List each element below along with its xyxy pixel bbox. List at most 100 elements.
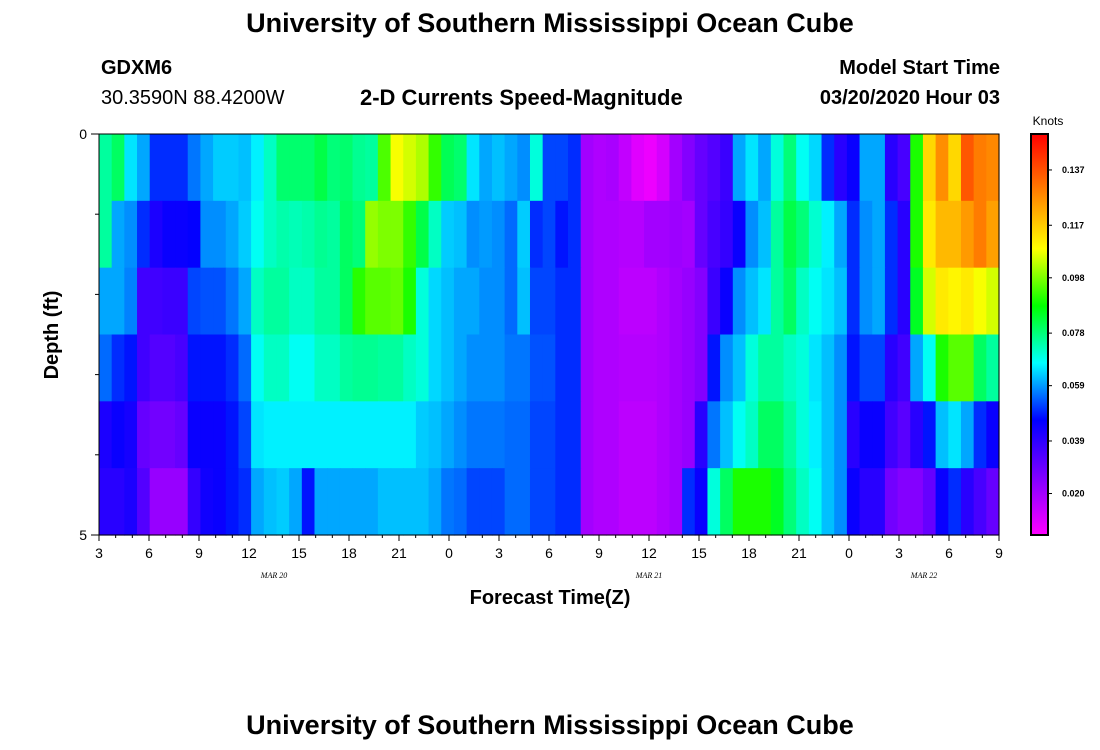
heatmap-cell [124, 267, 138, 336]
heatmap-cell [415, 334, 430, 402]
heatmap-cell [466, 401, 480, 469]
heatmap-cell [872, 334, 886, 402]
heatmap-cell [770, 267, 785, 336]
heatmap-cell [479, 267, 493, 336]
heatmap-cell [935, 134, 949, 202]
heatmap-cell [897, 468, 911, 536]
heatmap-cell [327, 468, 341, 536]
heatmap-cell [580, 401, 594, 469]
heatmap-cell [682, 134, 696, 202]
heatmap-cell [200, 267, 214, 336]
heatmap-cell [846, 134, 861, 202]
heatmap-cell [631, 267, 645, 336]
heatmap-cell [187, 401, 202, 469]
heatmap-cell [618, 134, 632, 202]
heatmap-cell [162, 401, 176, 469]
heatmap-cell [339, 267, 354, 336]
heatmap-cell [529, 334, 544, 402]
heatmap-cell [162, 200, 176, 269]
heatmap-cell [327, 200, 341, 269]
heatmap-cell [948, 267, 962, 336]
heatmap-cell [758, 200, 772, 269]
heatmap-cell [821, 267, 835, 336]
heatmap-cell [707, 267, 721, 336]
heatmap-cell [580, 200, 594, 269]
heatmap-cell [301, 334, 316, 402]
heatmap-cell [770, 200, 785, 269]
heatmap-cell [669, 267, 683, 336]
heatmap-cell [428, 468, 442, 536]
heatmap-cell [656, 401, 671, 469]
heatmap-cell [960, 468, 975, 536]
heatmap-cell [238, 401, 252, 469]
heatmap-cell [973, 401, 987, 469]
heatmap-cell [504, 401, 518, 469]
heatmap-cell [644, 334, 658, 402]
heatmap-cell [453, 200, 468, 269]
date-label: MAR 20 [260, 571, 287, 580]
heatmap-cell [213, 267, 227, 336]
heatmap-cell [289, 200, 303, 269]
heatmap-cell [694, 267, 709, 336]
heatmap-cell [986, 267, 1000, 336]
heatmap-cell [644, 401, 658, 469]
heatmap-cell [453, 468, 468, 536]
heatmap-cell [783, 134, 797, 202]
heatmap-cell [263, 134, 278, 202]
heatmap-cell [441, 401, 455, 469]
heatmap-cell [213, 334, 227, 402]
heatmap-cell [694, 468, 709, 536]
heatmap-cell [960, 134, 975, 202]
heatmap-cell [745, 200, 759, 269]
heatmap-cell [973, 200, 987, 269]
heatmap-cell [504, 468, 518, 536]
heatmap-cell [732, 267, 747, 336]
model-start-time: 03/20/2020 Hour 03 [819, 87, 1000, 109]
heatmap-cell [872, 267, 886, 336]
heatmap-cell [973, 267, 987, 336]
heatmap-cell [618, 468, 632, 536]
heatmap-cell [935, 267, 949, 336]
y-tick-label: 5 [79, 527, 87, 543]
heatmap-cell [415, 134, 430, 202]
heatmap-cell [124, 401, 138, 469]
heatmap-cell [200, 334, 214, 402]
heatmap-cell [846, 267, 861, 336]
heatmap-cell [770, 334, 785, 402]
heatmap-cell [758, 134, 772, 202]
heatmap-cell [707, 468, 721, 536]
heatmap-cell [517, 401, 531, 469]
heatmap-cell [884, 200, 899, 269]
heatmap-cell [884, 334, 899, 402]
heatmap-cell [910, 334, 924, 402]
heatmap-cell [745, 401, 759, 469]
heatmap-cell [758, 334, 772, 402]
heatmap-cell [390, 468, 404, 536]
heatmap-cell [631, 401, 645, 469]
heatmap-cell [352, 267, 366, 336]
heatmap-cell [301, 401, 316, 469]
heatmap-cell [821, 134, 835, 202]
heatmap-cell [922, 134, 937, 202]
heatmap-cell [618, 200, 632, 269]
heatmap-cell [669, 468, 683, 536]
heatmap-cell [301, 134, 316, 202]
heatmap-cell [162, 134, 176, 202]
heatmap-cell [732, 468, 747, 536]
heatmap-cell [682, 334, 696, 402]
chart-subtitle: 2-D Currents Speed-Magnitude [360, 85, 683, 110]
date-label: MAR 22 [910, 571, 937, 580]
heatmap-cell [593, 334, 607, 402]
heatmap-cell [821, 334, 835, 402]
heatmap-cell [377, 468, 392, 536]
heatmap-cell [276, 468, 290, 536]
heatmap-cell [403, 267, 417, 336]
heatmap-cell [263, 200, 278, 269]
heatmap-cell [99, 267, 113, 336]
heatmap-cell [542, 468, 556, 536]
heatmap-cell [948, 401, 962, 469]
heatmap-cell [618, 267, 632, 336]
heatmap-cell [758, 267, 772, 336]
heatmap-cell [529, 134, 544, 202]
heatmap-cell [568, 468, 582, 536]
